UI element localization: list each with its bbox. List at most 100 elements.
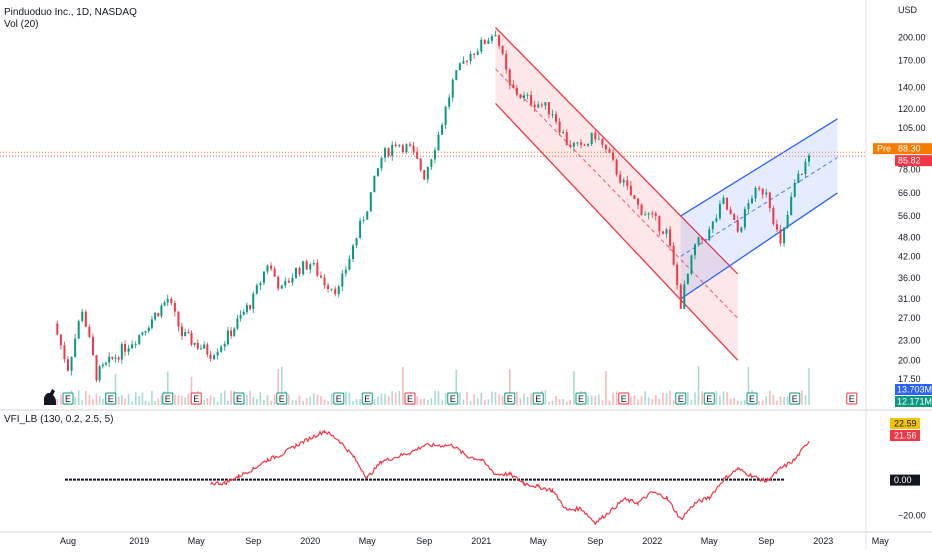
volume-bar [384, 394, 386, 405]
candle-body [252, 293, 255, 309]
volume-bar [594, 395, 597, 405]
candle-body [239, 314, 242, 319]
volume-bar [98, 396, 101, 405]
candle-body [84, 311, 87, 327]
volume-bar [476, 398, 479, 405]
volume-bar [316, 394, 319, 405]
candle-body [775, 224, 778, 230]
candle-body [758, 187, 761, 189]
candle-body [779, 229, 782, 244]
volume-bar [348, 392, 351, 405]
volume-bar [690, 399, 693, 405]
candle-body [765, 192, 768, 195]
time-tick-label: 2021 [471, 536, 491, 546]
earnings-marker-label: E [450, 394, 456, 404]
candle-body [722, 197, 725, 204]
volume-bar [548, 401, 550, 405]
candle-body [316, 262, 319, 276]
candle-body [63, 345, 66, 360]
volume-bar [669, 390, 671, 405]
volume-bar [355, 399, 358, 405]
volume-bar [138, 396, 141, 405]
candle-body [537, 104, 540, 108]
volume-bar [573, 371, 575, 405]
volume-bar [394, 392, 397, 405]
candle-body [658, 215, 661, 232]
candle-body [444, 106, 447, 125]
earnings-marker [532, 392, 544, 405]
volume-bar [544, 390, 547, 405]
time-tick-label: 2023 [813, 536, 833, 546]
candle-body [804, 161, 807, 175]
candle-body [718, 203, 721, 219]
candle-body [144, 331, 147, 333]
price-badge-label: 88.30 [898, 144, 921, 154]
price-tick-label: 140.00 [898, 83, 926, 93]
candle-body [117, 357, 120, 360]
candle-body [612, 152, 615, 160]
vfi-line [210, 429, 810, 526]
indicator-tick-label: −20.00 [898, 511, 926, 521]
price-tick-label: 105.00 [898, 123, 926, 133]
candle-body [101, 364, 104, 367]
volume-bar [779, 396, 782, 405]
candle-body [203, 344, 206, 349]
candle-body [59, 334, 62, 346]
candle-body [644, 214, 647, 216]
candle-body [743, 209, 746, 228]
candle-body [629, 185, 632, 196]
candle-body [209, 354, 212, 360]
channel-mid-line [495, 68, 739, 319]
volume-bar [615, 391, 618, 405]
candle-body [441, 124, 444, 135]
volume-bar [352, 400, 354, 405]
volume-bar [56, 399, 59, 405]
price-tick-label: 66.00 [898, 188, 921, 198]
candle-body [533, 104, 536, 108]
currency-label: USD [898, 5, 918, 15]
volume-bar [249, 390, 251, 405]
volume-bar [266, 395, 269, 405]
candle-body [266, 265, 269, 272]
volume-bar [722, 391, 725, 405]
candle-body [81, 311, 84, 321]
volume-bar [213, 397, 215, 405]
candle-body [565, 132, 568, 146]
candle-body [380, 157, 383, 169]
candle-body [277, 276, 280, 289]
candle-body [661, 231, 664, 234]
candle-body [480, 39, 483, 52]
volume-bar [313, 393, 315, 405]
candle-body [694, 244, 696, 256]
volume-bar [147, 401, 150, 405]
volume-bar [437, 391, 440, 405]
volume-bar [402, 367, 404, 405]
candle-body [451, 79, 454, 98]
earnings-marker [789, 392, 801, 405]
volume-bar [181, 395, 183, 405]
earnings-marker [162, 392, 174, 405]
candle-body [469, 53, 472, 61]
volume-bar [651, 398, 654, 405]
volume-bar [184, 397, 186, 405]
candle-body [523, 95, 525, 99]
volume-bar [320, 396, 322, 405]
candle-body [800, 173, 803, 175]
candle-body [608, 149, 611, 153]
candle-body [690, 255, 693, 274]
candle-body [223, 344, 226, 347]
volume-bar [377, 396, 379, 405]
candle-body [786, 215, 789, 228]
volume-bar [92, 399, 94, 405]
earnings-marker-label: E [749, 394, 755, 404]
candle-body [704, 239, 707, 241]
earnings-marker-label: E [535, 394, 541, 404]
time-tick-label: May [872, 536, 890, 546]
volume-bar [491, 391, 493, 405]
volume-bar [298, 395, 301, 405]
volume-bar [203, 400, 205, 405]
volume-bar [523, 393, 525, 405]
candle-body [249, 305, 252, 309]
volume-bar [273, 394, 276, 405]
